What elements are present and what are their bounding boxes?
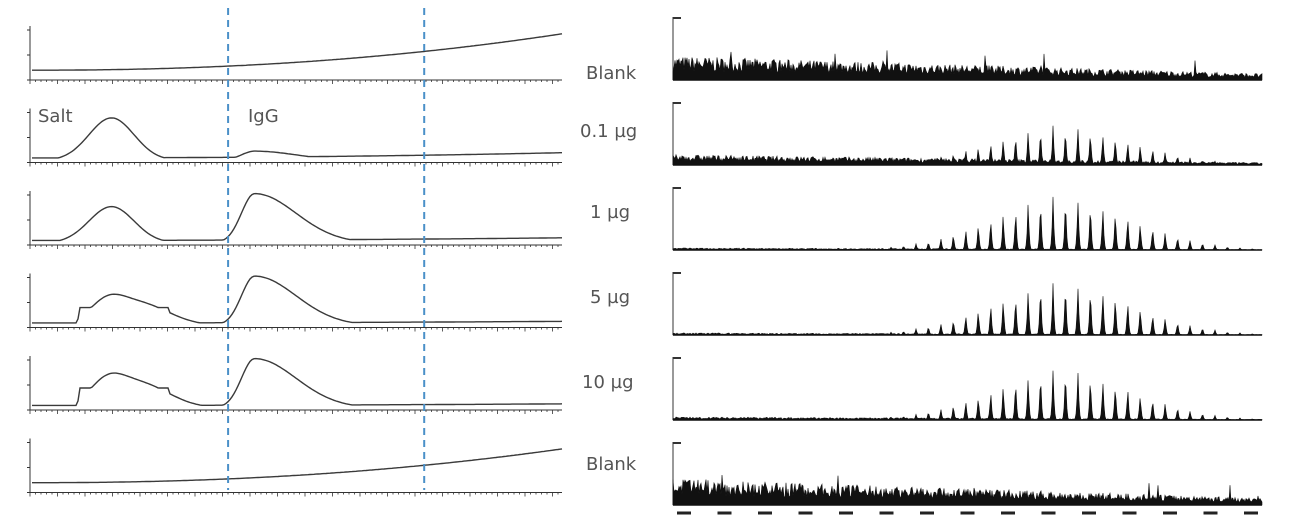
trace-panel <box>27 191 562 249</box>
mass-spectrum-trace <box>672 474 1263 506</box>
trace-panel <box>27 438 563 497</box>
trace-panel <box>27 108 562 167</box>
trace-panel <box>27 356 563 414</box>
trace-panel <box>27 273 563 332</box>
spectrum-panel <box>672 357 1263 421</box>
mass-spectrum-trace <box>672 370 1263 421</box>
left-chromatogram-panel <box>27 26 563 497</box>
mass-spectrum-trace <box>672 196 1263 251</box>
chromatogram-trace <box>32 192 562 242</box>
series-label-0-1ug: 0.1 µg <box>580 121 637 142</box>
igg-window-markers <box>227 8 426 490</box>
series-label-blank-bottom: Blank <box>586 454 637 475</box>
spectrum-panel <box>672 272 1263 336</box>
annotation-salt: Salt <box>38 106 73 127</box>
spectrum-panel <box>672 442 1263 506</box>
chromatogram-trace <box>32 33 563 71</box>
chromatogram-trace <box>32 117 562 159</box>
mass-spectrum-trace <box>672 50 1263 81</box>
series-label-blank-top: Blank <box>586 63 637 84</box>
annotation-igg: IgG <box>248 106 279 127</box>
series-label-10ug: 10 µg <box>582 372 634 393</box>
spectrum-panel <box>672 17 1263 81</box>
right-spectrum-panel <box>672 17 1263 515</box>
mass-spectrum-trace <box>672 283 1263 336</box>
trace-panel <box>27 26 563 84</box>
chromatogram-trace <box>32 448 563 484</box>
chromatogram-trace <box>32 357 563 407</box>
mass-spectrum-trace <box>672 125 1263 166</box>
spectrum-panel <box>672 102 1263 166</box>
series-label-5ug: 5 µg <box>590 287 630 308</box>
series-label-1ug: 1 µg <box>590 202 630 223</box>
chromatogram-trace <box>32 275 563 324</box>
spectrum-panel <box>672 187 1263 251</box>
